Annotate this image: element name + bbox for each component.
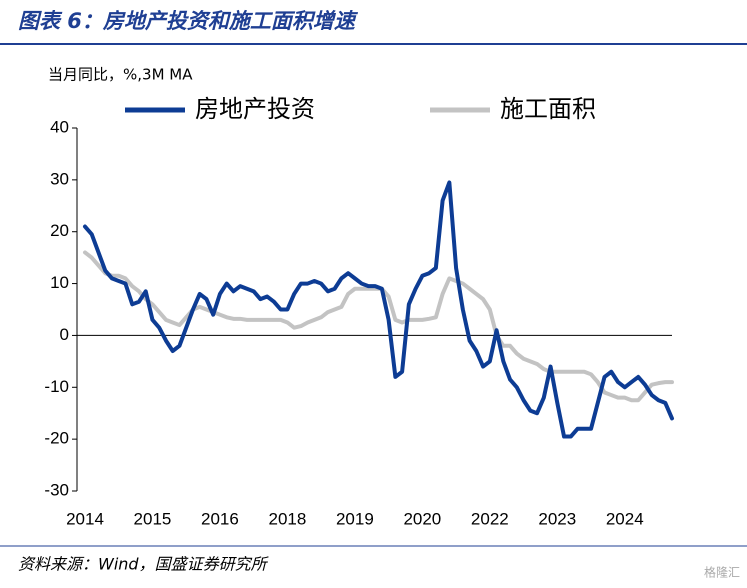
y-tick-label: 20 [50, 221, 69, 240]
y-tick-label: -10 [44, 377, 69, 396]
x-tick-label: 2019 [336, 509, 374, 528]
legend-label: 施工面积 [500, 95, 596, 123]
y-tick-label: -30 [44, 480, 69, 499]
x-tick-label: 2015 [134, 509, 172, 528]
line-series [83, 180, 674, 439]
subtitle: 当月同比，%,3M MA [48, 66, 193, 84]
chart-title: 图表 6：房地产投资和施工面积增速 [18, 9, 359, 33]
x-tick-label: 2023 [538, 509, 576, 528]
y-tick-label: 0 [60, 325, 69, 344]
x-tick-label: 2014 [66, 509, 104, 528]
watermark: 格隆汇 [704, 565, 740, 580]
x-tick-label: 2018 [268, 509, 306, 528]
line-series [83, 250, 674, 403]
y-tick-label: 10 [50, 273, 69, 292]
y-tick-label: 40 [50, 117, 69, 136]
x-tick-label: 2024 [606, 509, 644, 528]
source: 资料来源：Wind，国盛证券研究所 [18, 555, 270, 574]
y-tick-label: -20 [44, 429, 69, 448]
x-tick-label: 2022 [471, 509, 509, 528]
x-tick-label: 2020 [403, 509, 441, 528]
y-tick-label: 30 [50, 169, 69, 188]
x-tick-label: 2016 [201, 509, 239, 528]
legend-label: 房地产投资 [195, 95, 315, 123]
